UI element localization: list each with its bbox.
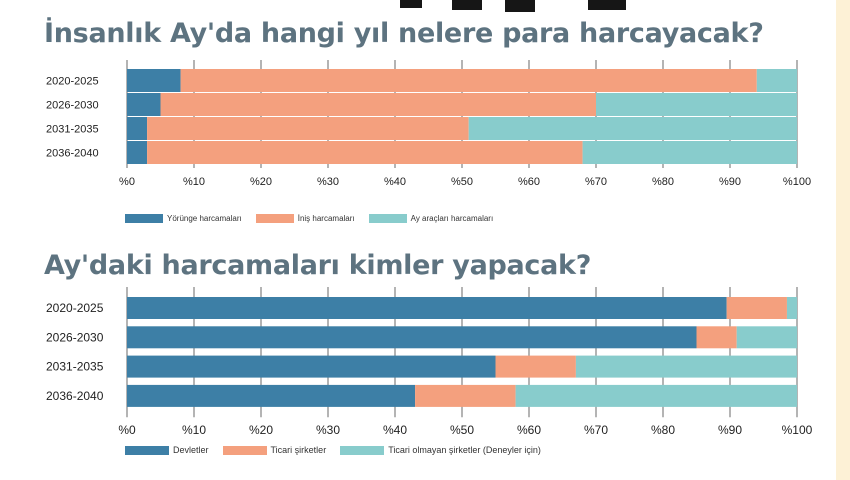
legend-label: Yörünge harcamaları [167,214,242,223]
category-label: 2026-2030 [46,330,104,344]
bar-segment [127,384,416,407]
category-label: 2020-2025 [46,301,104,315]
legend-label: Ay araçları harcamaları [410,214,494,223]
bar-segment [127,355,496,378]
chart-spending-by-year: 2020-2025 2026-2030 2031-2035 2036-2040 %0 %1… [46,60,811,188]
tick-label: %0 [118,423,136,437]
legend-spenders: Devletler Ticari şirketler Ticari olmayan … [125,445,555,455]
tick-label: %10 [183,176,205,188]
bar-segment [736,326,797,349]
bar-segment [127,117,148,140]
bar-segment [127,93,161,116]
bar-segment [495,355,576,378]
bar-segment [786,297,797,319]
bar-segment [127,141,148,164]
legend-swatch [368,214,407,223]
bar-segment [180,69,757,92]
category-label: 2036-2040 [46,148,99,160]
tick-label: %60 [518,176,540,188]
category-label: 2031-2035 [46,360,104,374]
bar-segment [160,93,596,116]
bar-segment [575,355,797,378]
bar-segment [147,117,469,140]
tick-label: %50 [451,176,473,188]
category-label: 2036-2040 [46,389,104,403]
bar-segment [127,69,181,92]
chart-title-spenders: Ay'daki harcamaları kimler yapacak? [44,250,592,281]
tick-label: %90 [719,176,741,188]
tick-label: %60 [517,423,541,437]
tick-label: %50 [450,423,474,437]
tick-label: %30 [316,423,340,437]
side-strip [836,0,850,480]
chart-title-spending: İnsanlık Ay'da hangi yıl nelere para har… [44,18,764,49]
legend-item: İniş harcamaları [255,214,355,223]
bar-segment [696,326,737,349]
top-decoration [0,0,850,14]
legend-item: Ay araçları harcamaları [368,214,494,223]
legend-spending: Yörünge harcamaları İniş harcamaları Ay ar… [125,214,507,223]
tick-label: %20 [249,423,273,437]
tick-label: %20 [250,176,272,188]
bar-segment [596,93,797,116]
bar-segment [726,297,787,319]
legend-label: Ticari şirketler [270,445,327,455]
tick-label: %90 [718,423,742,437]
bar-segment [582,141,797,164]
bar-segment [147,141,583,164]
category-label: 2026-2030 [46,100,99,112]
legend-swatch [255,214,294,223]
bar-segment [756,69,797,92]
tick-label: %80 [651,423,675,437]
bar-segment [468,117,797,140]
bar-segment [515,384,797,407]
tick-label: %100 [782,423,813,437]
legend-item: Ticari şirketler [222,445,327,455]
category-label: 2031-2035 [46,124,99,136]
category-label: 2020-2025 [46,76,99,88]
legend-label: İniş harcamaları [297,214,355,223]
tick-label: %70 [584,423,608,437]
chart-spenders: 2020-2025 2026-2030 2031-2035 2036-2040 %0 %1… [46,287,813,437]
legend-item: Ticari olmayan şirketler (Deneyler için) [340,445,541,455]
tick-label: %0 [119,176,135,188]
legend-label: Ticari olmayan şirketler (Deneyler için) [388,445,541,455]
legend-swatch [125,214,163,223]
legend-swatch [222,445,267,455]
tick-label: %40 [383,423,407,437]
legend-label: Devletler [173,445,209,455]
bar-segment [415,384,516,407]
tick-label: %80 [652,176,674,188]
tick-label: %40 [384,176,406,188]
legend-swatch [125,445,169,455]
tick-label: %100 [783,176,811,188]
legend-swatch [340,445,385,455]
legend-item: Yörünge harcamaları [125,214,242,223]
tick-label: %30 [317,176,339,188]
bar-segment [127,297,727,319]
bar-segment [127,326,697,349]
tick-label: %10 [182,423,206,437]
tick-label: %70 [585,176,607,188]
legend-item: Devletler [125,445,209,455]
